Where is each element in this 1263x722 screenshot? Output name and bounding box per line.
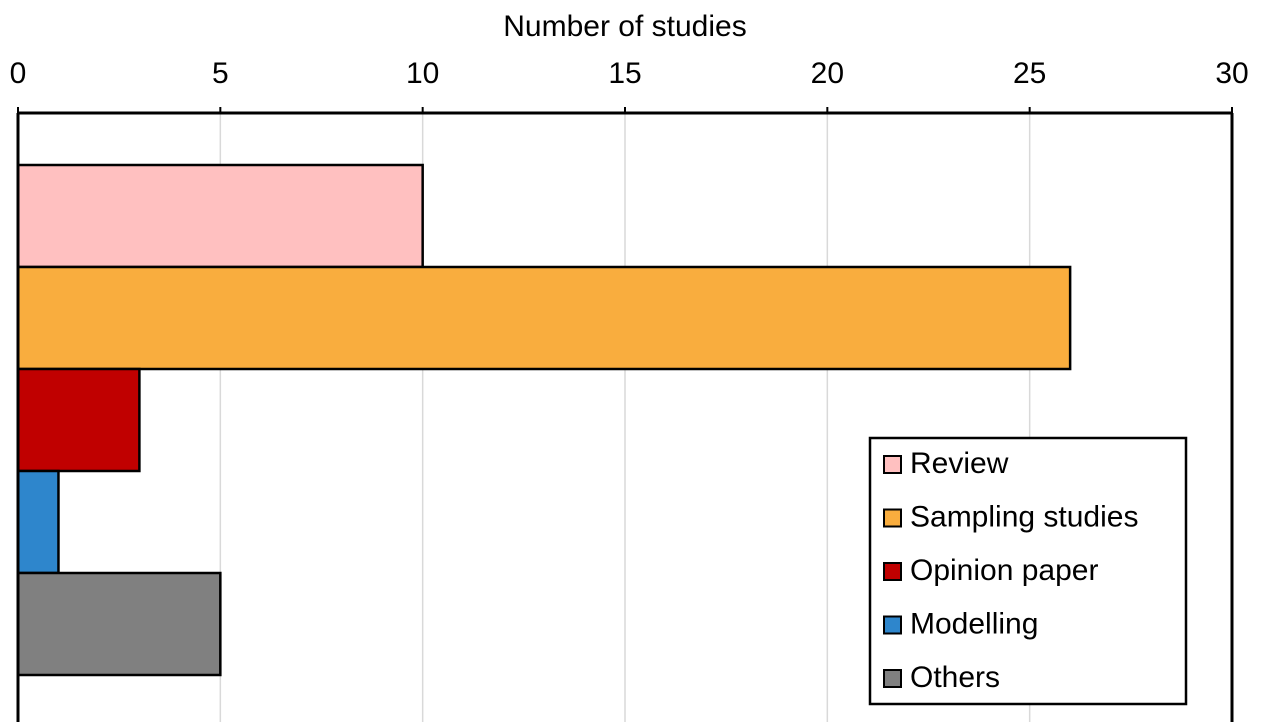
legend-swatch <box>883 669 902 688</box>
x-tick-label: 20 <box>811 57 844 90</box>
x-tick-label: 30 <box>1215 57 1248 90</box>
legend-label: Others <box>910 661 1000 694</box>
bar <box>16 469 60 575</box>
x-tick-label: 5 <box>212 57 229 90</box>
bar <box>16 367 141 473</box>
x-tick-label: 15 <box>608 57 641 90</box>
legend-label: Review <box>910 447 1009 480</box>
legend-swatch <box>883 615 902 635</box>
legend-label: Sampling studies <box>910 500 1138 533</box>
legend-swatch <box>883 455 902 474</box>
bar <box>16 265 1072 371</box>
legend-swatch <box>883 508 902 528</box>
legend-swatch <box>883 562 902 581</box>
legend-label: Modelling <box>910 607 1038 640</box>
legend-label: Opinion paper <box>910 554 1098 587</box>
legend-box <box>868 436 1188 706</box>
legend: Review Sampling studies Opinion paper Model… <box>868 436 1188 706</box>
x-axis-title: Number of studies <box>503 10 746 43</box>
x-tick-label: 0 <box>10 57 27 90</box>
bar <box>16 571 222 677</box>
x-tick-label: 10 <box>406 57 439 90</box>
bar <box>16 163 424 269</box>
x-tick-label: 25 <box>1013 57 1046 90</box>
